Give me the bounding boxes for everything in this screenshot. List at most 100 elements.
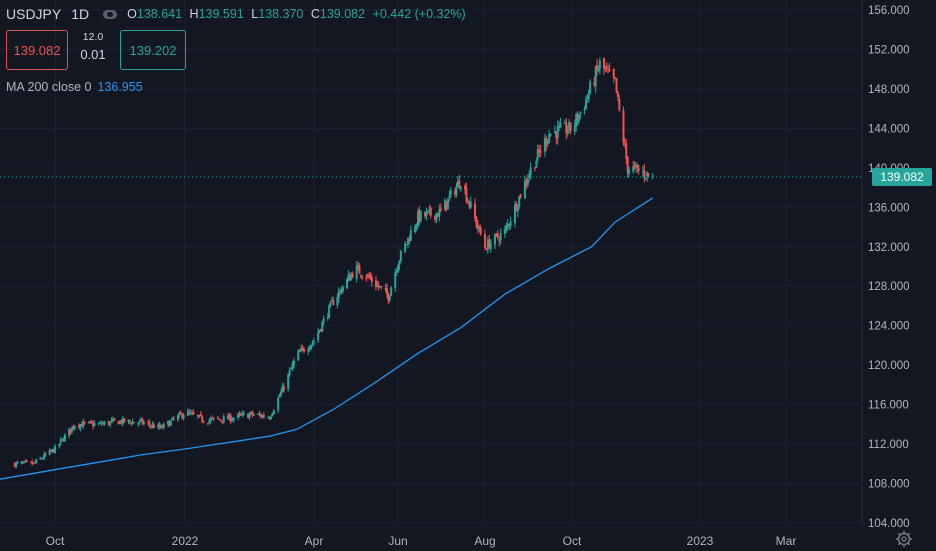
candle-body [355, 265, 358, 279]
candle-body [113, 418, 116, 421]
candle-body [454, 190, 457, 195]
eye-icon[interactable] [103, 9, 118, 19]
price-tick-label: 148.000 [868, 84, 910, 96]
candle-body [40, 458, 43, 460]
candle-body [516, 206, 519, 212]
candle-body [48, 449, 51, 455]
candle-body [297, 350, 300, 361]
candle-body [159, 425, 162, 429]
candle-body [43, 453, 46, 459]
time-tick-label: Oct [46, 534, 65, 548]
candle-body [158, 424, 161, 428]
candle-body [54, 445, 56, 454]
candle-body [16, 462, 19, 464]
candle-body [229, 415, 232, 422]
candle-body [549, 133, 552, 136]
candle-body [208, 420, 211, 423]
candle-body [607, 69, 610, 71]
candle-body [429, 208, 432, 216]
candle-body [644, 178, 647, 180]
candle-body [445, 201, 448, 209]
time-tick-label: 2023 [687, 534, 714, 548]
candle-body [258, 413, 261, 415]
candle-body [569, 122, 572, 131]
candle-body [189, 412, 192, 414]
candle-body [221, 421, 224, 423]
candle-body [545, 138, 548, 145]
candle-body [390, 287, 393, 297]
candle-body [83, 421, 86, 423]
candle-body [93, 423, 96, 426]
candle-body [419, 211, 422, 221]
candle-body [435, 213, 438, 220]
time-axis[interactable]: Oct 2022 Apr Jun Aug Oct 2023 Mar [46, 534, 797, 548]
price-tick-label: 136.000 [868, 202, 910, 214]
gear-icon[interactable] [895, 530, 913, 548]
interval-label[interactable]: 1D [71, 6, 90, 22]
candle-body [565, 122, 568, 134]
candle-body [290, 368, 293, 370]
candle-body [478, 226, 481, 230]
candle-body [418, 209, 421, 222]
candle-body [616, 92, 619, 97]
candle-body [615, 78, 618, 93]
candle-body [69, 428, 72, 433]
candle-body [117, 421, 120, 425]
candle-body [556, 126, 559, 139]
candle-body [89, 421, 92, 423]
candle-body [249, 411, 252, 414]
candle-body [635, 165, 637, 168]
change-value: +0.442 (+0.32%) [372, 7, 466, 21]
candle-body [464, 185, 467, 190]
candle-body [351, 273, 354, 278]
candle-body [466, 201, 469, 203]
candle-body [377, 285, 380, 288]
candle-body [566, 131, 569, 134]
candle-body [330, 300, 333, 302]
price-tick-label: 156.000 [868, 5, 910, 17]
symbol-legend: USDJPY 1D O138.641 H139.591 L138.370 C13… [6, 6, 470, 22]
candle-body [15, 462, 18, 467]
price-axis[interactable]: 156.000152.000148.000144.000140.000136.0… [868, 5, 910, 530]
candle-body [476, 224, 479, 229]
candle-body [107, 421, 110, 425]
sell-button[interactable]: 139.082 [6, 30, 68, 70]
candle-body [307, 349, 310, 352]
symbol-name[interactable]: USDJPY [6, 6, 62, 22]
candle-body [523, 181, 526, 199]
candle-body [218, 419, 221, 421]
candle-body [247, 413, 250, 419]
buy-button[interactable]: 139.202 [120, 30, 186, 70]
candle-body [369, 276, 372, 279]
candle-body [68, 428, 71, 436]
candle-body [120, 420, 123, 424]
candle-body [339, 289, 342, 291]
candle-body [379, 286, 382, 288]
price-tick-label: 124.000 [868, 321, 910, 333]
candle-body [231, 419, 234, 421]
candle-body [219, 419, 222, 421]
candle-body [577, 114, 580, 122]
price-tick-label: 108.000 [868, 479, 910, 491]
candle-body [182, 415, 185, 419]
candle-body [366, 274, 369, 278]
candle-body [176, 415, 179, 420]
candle-body [127, 419, 130, 422]
ma-legend[interactable]: MA 200 close 0 136.955 [6, 80, 143, 94]
candle-body [201, 416, 204, 422]
candle-body [475, 217, 478, 227]
candle-body [579, 111, 582, 114]
candle-body [35, 459, 38, 464]
candle-body [519, 194, 522, 198]
candle-body [186, 411, 189, 416]
candle-body [374, 280, 377, 288]
last-price-tag: 139.082 [872, 167, 932, 186]
candle-body [597, 69, 600, 71]
candle-body [63, 435, 66, 442]
candle-body [172, 418, 175, 420]
price-tick-label: 112.000 [868, 439, 909, 451]
candle-body [384, 288, 387, 290]
candle-body [78, 425, 81, 428]
